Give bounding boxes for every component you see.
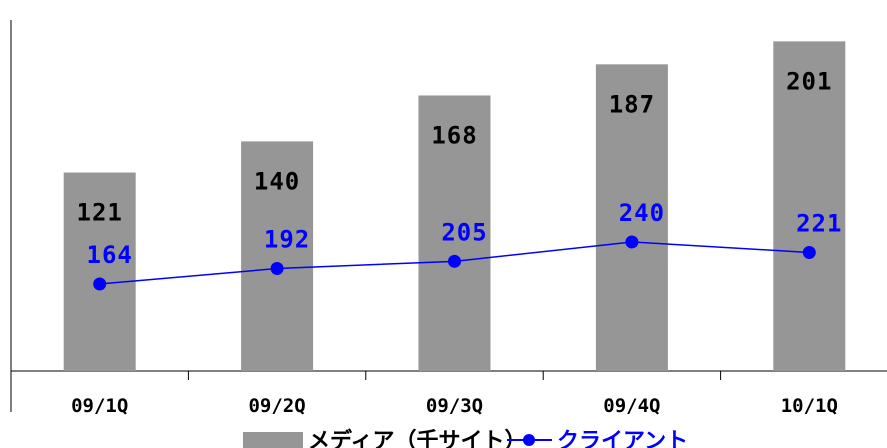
line-data-label: 205 bbox=[441, 218, 487, 246]
x-tick-label: 09/2Q bbox=[248, 395, 305, 417]
legend-bar-swatch bbox=[243, 432, 303, 448]
legend-line-label: クライアント bbox=[557, 429, 688, 448]
bar-data-labels: 121 140 168 187 201 bbox=[77, 67, 832, 227]
line-point bbox=[270, 262, 284, 276]
bar bbox=[418, 95, 491, 371]
x-tick-labels: 09/1Q 09/2Q 09/3Q 09/4Q 10/1Q bbox=[71, 395, 838, 417]
legend-line-marker bbox=[523, 434, 535, 446]
line-data-label: 192 bbox=[264, 226, 310, 254]
x-tick-label: 09/1Q bbox=[71, 395, 128, 417]
line-point bbox=[625, 235, 639, 249]
line-data-label: 164 bbox=[87, 241, 133, 269]
x-tick-label: 09/4Q bbox=[603, 395, 660, 417]
bar bbox=[773, 41, 846, 372]
bar bbox=[241, 141, 314, 371]
bar bbox=[63, 172, 136, 371]
bar bbox=[595, 64, 668, 371]
bar-series bbox=[63, 41, 846, 372]
line-point bbox=[448, 254, 461, 268]
x-tick-label: 09/3Q bbox=[426, 395, 483, 417]
line-data-label: 221 bbox=[796, 209, 842, 237]
line-point bbox=[802, 245, 816, 259]
bar-data-label: 187 bbox=[609, 90, 655, 118]
x-tick-marks bbox=[187, 371, 722, 380]
line-point bbox=[93, 277, 107, 291]
line-data-label: 240 bbox=[619, 199, 665, 227]
bar-data-label: 201 bbox=[786, 67, 832, 95]
x-tick-label: 10/1Q bbox=[781, 395, 838, 417]
bar-data-label: 140 bbox=[254, 167, 300, 195]
legend-bar-label: メディア（千サイト） bbox=[308, 428, 526, 448]
legend: メディア（千サイト） クライアント bbox=[243, 428, 688, 448]
line-series bbox=[93, 235, 816, 291]
bar-data-label: 168 bbox=[431, 121, 477, 149]
line-data-labels: 164 192 205 240 221 bbox=[87, 199, 842, 269]
bar-data-label: 121 bbox=[77, 199, 123, 227]
